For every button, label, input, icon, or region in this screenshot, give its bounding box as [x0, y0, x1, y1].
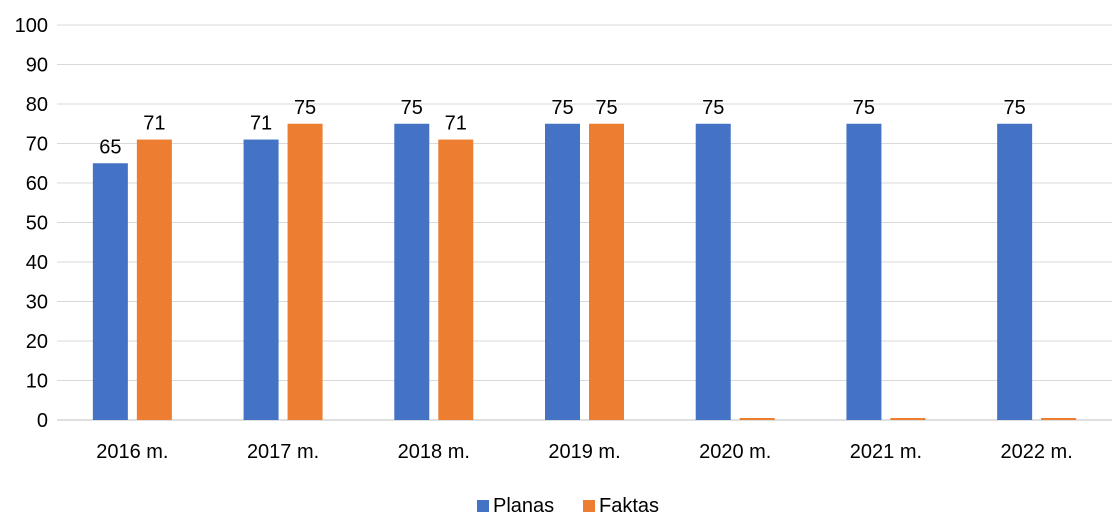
bar-planas — [92, 163, 128, 420]
data-label: 75 — [401, 97, 423, 119]
y-tick-label: 70 — [26, 134, 48, 156]
bar-planas — [394, 123, 430, 420]
y-tick-label: 100 — [15, 15, 48, 37]
data-label: 71 — [250, 113, 272, 135]
legend-label-faktas: Faktas — [599, 495, 659, 517]
legend-swatch-faktas — [583, 500, 595, 512]
x-tick-label: 2019 m. — [548, 441, 620, 463]
data-label: 65 — [99, 136, 121, 158]
bar-faktas — [438, 139, 474, 421]
y-tick-label: 10 — [26, 371, 48, 393]
gridlines — [57, 24, 1112, 421]
y-axis-tick-labels: 0 10 20 30 40 50 60 70 80 90 100 — [15, 15, 48, 432]
bar-faktas — [136, 139, 172, 421]
data-label: 75 — [1004, 97, 1026, 119]
data-label: 71 — [143, 113, 165, 135]
data-label: 71 — [445, 113, 467, 135]
y-tick-label: 0 — [37, 410, 48, 432]
bar-planas — [695, 123, 731, 420]
x-tick-label: 2018 m. — [398, 441, 470, 463]
data-labels: 65 71 71 75 75 71 75 75 75 75 75 — [99, 97, 1026, 159]
bar-faktas — [589, 123, 624, 420]
data-label: 75 — [595, 97, 617, 119]
y-tick-label: 30 — [26, 292, 48, 314]
bar-faktas — [739, 418, 775, 420]
bar-faktas — [890, 418, 926, 420]
bars — [92, 123, 1077, 421]
y-tick-label: 60 — [26, 173, 48, 195]
legend-label-planas: Planas — [493, 495, 554, 517]
bar-planas — [545, 123, 580, 420]
bar-planas — [243, 139, 279, 421]
bar-planas — [846, 123, 882, 420]
y-tick-label: 90 — [26, 55, 48, 77]
bar-faktas — [287, 123, 323, 420]
legend-swatch-planas — [477, 500, 489, 512]
x-tick-label: 2017 m. — [247, 441, 319, 463]
bar-planas — [997, 123, 1033, 420]
x-tick-label: 2020 m. — [699, 441, 771, 463]
y-tick-label: 50 — [26, 213, 48, 235]
data-label: 75 — [551, 97, 573, 119]
y-tick-label: 20 — [26, 331, 48, 353]
y-tick-label: 40 — [26, 252, 48, 274]
x-tick-label: 2022 m. — [1001, 441, 1073, 463]
legend: Planas Faktas — [477, 495, 659, 517]
data-label: 75 — [702, 97, 724, 119]
y-tick-label: 80 — [26, 94, 48, 116]
bar-faktas — [1041, 418, 1077, 420]
x-tick-label: 2016 m. — [96, 441, 168, 463]
data-label: 75 — [294, 97, 316, 119]
x-axis-tick-labels: 2016 m. 2017 m. 2018 m. 2019 m. 2020 m. 2021 … — [96, 441, 1073, 463]
x-tick-label: 2021 m. — [850, 441, 922, 463]
data-label: 75 — [853, 97, 875, 119]
